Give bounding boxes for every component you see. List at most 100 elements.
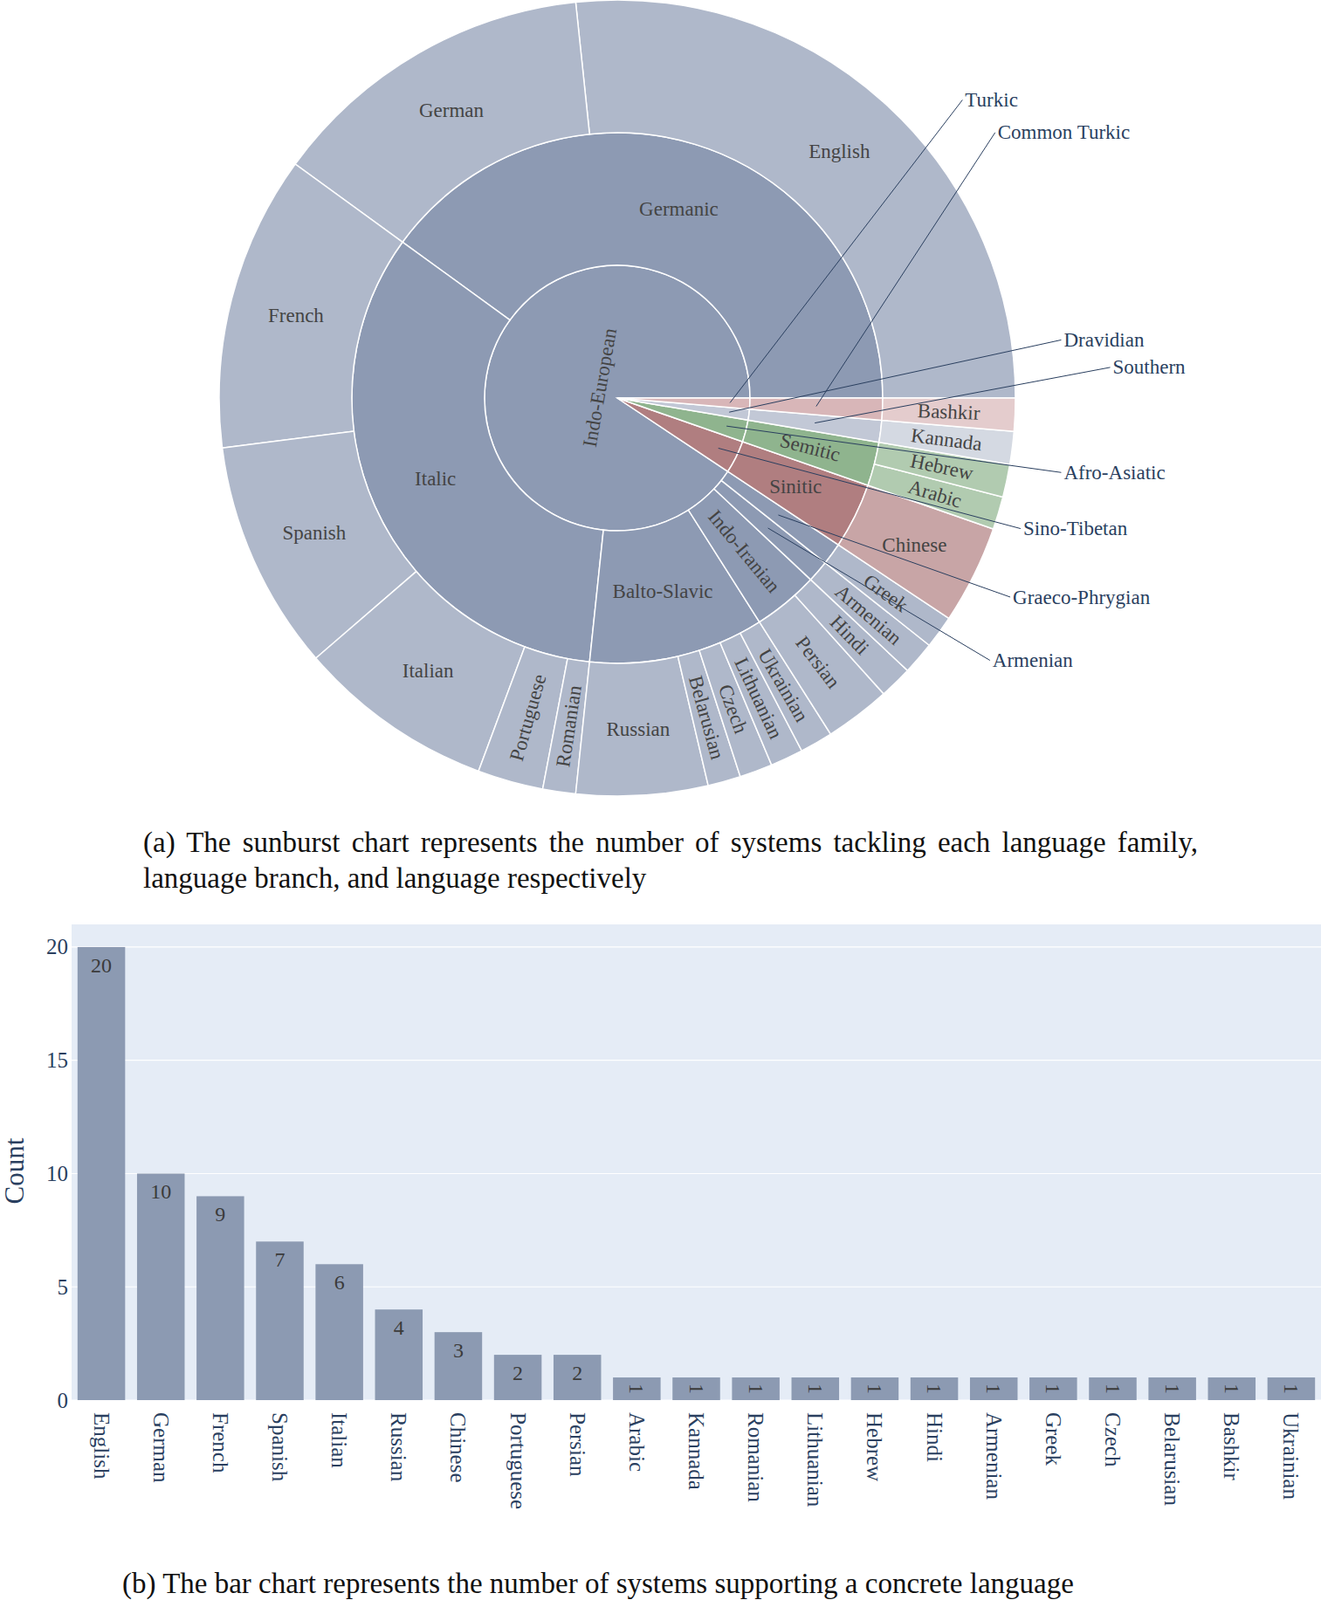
plot-background — [71, 924, 1321, 1401]
bar — [1208, 1377, 1257, 1401]
data-label: 2 — [571, 1362, 583, 1385]
x-tick-label: Belarusian — [1160, 1412, 1184, 1507]
bar — [612, 1377, 661, 1401]
slice-label: Indo-European — [578, 325, 622, 449]
sunburst-slices — [219, 0, 1016, 797]
outside-label: Common Turkic — [997, 121, 1130, 144]
slice-label: Chinese — [881, 534, 947, 557]
y-tick-label: 5 — [57, 1275, 69, 1300]
slice-label: Hebrew — [908, 449, 976, 485]
data-label: 1 — [744, 1383, 768, 1395]
leader-line — [768, 528, 991, 661]
bars — [77, 947, 1315, 1401]
data-label: 1 — [1161, 1383, 1184, 1395]
page: Indo-EuropeanGermanicEnglishGermanItalic… — [0, 0, 1321, 1600]
bar-labels: 20English10German9French7Spanish6Italian… — [89, 954, 1304, 1510]
slice-label: Romanian — [551, 683, 586, 770]
sunburst-labels: Indo-EuropeanGermanicEnglishGermanItalic… — [268, 89, 1186, 770]
slice-label: Portuguese — [505, 671, 551, 764]
slice-label: Bashkir — [916, 399, 981, 425]
data-label: 1 — [1220, 1383, 1244, 1395]
outside-label: Sino-Tibetan — [1023, 517, 1129, 540]
bar — [137, 1173, 186, 1401]
data-label: 1 — [625, 1383, 648, 1395]
outside-label: Southern — [1113, 356, 1187, 379]
outside-label: Turkic — [964, 89, 1019, 111]
bar — [1267, 1377, 1316, 1401]
slice-label: Italic — [414, 467, 456, 490]
bar — [434, 1332, 483, 1401]
data-label: 2 — [512, 1362, 523, 1385]
data-label: 1 — [685, 1383, 709, 1395]
x-tick-label: Lithuanian — [803, 1412, 827, 1508]
slice-label: French — [268, 304, 324, 327]
caption: (a) The sunburst chart represents the nu… — [143, 825, 1198, 897]
data-label: 10 — [150, 1180, 172, 1204]
slice-label: Spanish — [282, 522, 346, 544]
sunburst-slice — [219, 164, 403, 448]
sunburst-slice — [484, 265, 750, 531]
sunburst-slice — [617, 398, 750, 410]
data-label: 1 — [863, 1383, 887, 1395]
x-tick-label: Spanish — [268, 1412, 292, 1483]
x-tick-label: Hebrew — [862, 1412, 887, 1482]
grid-line — [71, 946, 1321, 948]
bar — [910, 1377, 959, 1401]
slice-label: Arabic — [905, 475, 964, 513]
slice-label: Italian — [402, 660, 455, 682]
bar — [315, 1264, 364, 1401]
grid-line — [71, 1059, 1321, 1061]
bar — [196, 1196, 245, 1401]
bar — [494, 1355, 543, 1401]
x-tick-label: Russian — [386, 1412, 411, 1483]
data-label: 4 — [393, 1316, 405, 1340]
figure: Indo-EuropeanGermanicEnglishGermanItalic… — [0, 0, 1321, 1600]
bar — [1029, 1377, 1078, 1401]
bar — [970, 1377, 1019, 1401]
sunburst-slice — [881, 398, 1016, 432]
x-tick-label: English — [89, 1412, 114, 1480]
data-label: 1 — [1041, 1383, 1065, 1395]
bar — [731, 1377, 780, 1401]
bar — [672, 1377, 721, 1401]
bar — [1088, 1377, 1137, 1401]
slice-label: Sinitic — [769, 475, 822, 498]
x-tick-label: Hindi — [922, 1412, 947, 1463]
grid: 0 5 10 15 20 — [46, 935, 1321, 1412]
data-label: 1 — [804, 1383, 827, 1395]
y-axis-title: Count — [0, 1137, 30, 1205]
x-tick-label: Chinese — [446, 1412, 470, 1484]
grid-line — [71, 1173, 1321, 1175]
leader-line — [729, 99, 963, 403]
slice-label: German — [419, 99, 485, 122]
y-tick-label: 0 — [57, 1389, 69, 1413]
data-label: 7 — [275, 1248, 286, 1272]
data-label: 1 — [1101, 1383, 1125, 1395]
x-tick-label: Greek — [1041, 1412, 1066, 1467]
bar — [375, 1309, 424, 1401]
x-tick-label: Ukrainian — [1279, 1412, 1303, 1500]
caption: (b) The bar chart represents the number … — [122, 1566, 1310, 1600]
data-label: 1 — [1279, 1383, 1303, 1395]
x-tick-label: Persian — [565, 1412, 590, 1478]
bar — [791, 1377, 840, 1401]
x-tick-label: German — [149, 1412, 173, 1484]
bar — [553, 1355, 602, 1401]
slice-label: Greek — [859, 570, 913, 618]
sunburst-slice — [617, 398, 750, 420]
x-tick-label: Czech — [1100, 1412, 1125, 1468]
slice-label: Russian — [605, 718, 670, 741]
data-label: 1 — [982, 1383, 1005, 1395]
data-label: 6 — [334, 1271, 345, 1294]
x-tick-label: Italian — [327, 1412, 351, 1469]
outside-label: Armenian — [992, 649, 1074, 672]
sunburst-slice — [749, 398, 883, 420]
y-tick-label: 20 — [46, 935, 69, 959]
leader-line — [816, 132, 996, 407]
x-tick-label: Bashkir — [1219, 1412, 1244, 1481]
sunburst-slice — [575, 0, 1016, 399]
x-tick-label: Romanian — [743, 1412, 768, 1503]
y-tick-label: 15 — [46, 1048, 69, 1073]
slice-label: Persian — [791, 632, 845, 693]
slice-label: Kannada — [909, 424, 984, 455]
